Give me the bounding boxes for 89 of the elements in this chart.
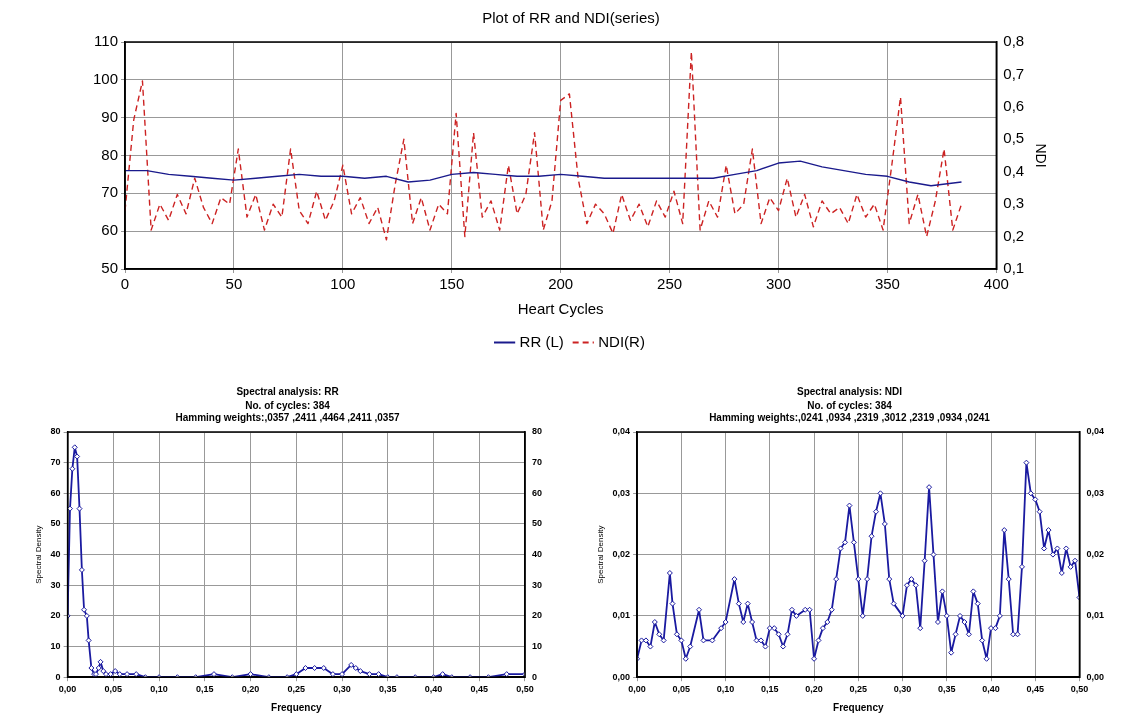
x-tick-label: 0,40 [982,684,1000,695]
x-tick-label: 0,05 [104,684,123,695]
y-tick-label: 0,03 [612,487,631,498]
chart-subtitle: No. of cycles: 384 [245,399,331,411]
x-tick-label: 300 [766,275,792,293]
x-tick-label: 0,30 [893,684,912,695]
x-tick-label: 0,20 [241,684,260,695]
x-tick-label: 0,30 [333,684,351,695]
y2-tick-label: 0,8 [1003,32,1025,50]
x-tick-label: 0,50 [1070,684,1089,695]
y-tick-label: 100 [93,69,119,87]
text: Hamming weights:,0357 ,2411 ,4464 ,2411 ,0357 [175,411,400,423]
text: Hamming weights:,0241 ,0934 ,2319 ,3012 ,2319 ,0934 ,0241 [709,411,991,423]
x-tick-label: 0,25 [287,684,306,695]
x-tick-label: 0,00 [628,684,646,695]
y-tick-label: 0,01 [612,610,631,621]
x-tick-label: 0,10 [150,684,168,695]
x-tick-label: 0,35 [379,684,397,695]
x-tick-label: 0,45 [1026,684,1045,695]
x-tick-label: 0 [120,275,130,293]
y-tick-label: 70 [101,183,119,201]
y2-tick-label: 40 [531,549,542,560]
y2-tick-label: 0,01 [1086,610,1105,621]
y-tick-label: 0,02 [612,549,631,560]
y2-tick-label: 0,5 [1003,129,1025,147]
x-tick-label: 400 [983,275,1009,293]
y2-tick-label: 0,6 [1003,97,1025,114]
x-tick-label: 250 [657,275,683,293]
y-tick-label: 80 [101,145,119,163]
y2-tick-label: 70 [531,457,542,468]
y-tick-label: 0 [55,671,61,682]
x-tick-label: 0,45 [470,684,489,695]
x-tick-label: 0,35 [938,684,956,695]
x-tick-label: 0,50 [516,684,534,695]
x-tick-label: 100 [330,275,356,293]
y2-tick-label: 0,3 [1003,194,1025,212]
y2-tick-label: 30 [531,579,542,590]
y2-tick-label: 0,04 [1086,426,1105,437]
y2-tick-label: 80 [531,426,542,437]
y2-tick-label: 0,7 [1003,64,1025,82]
y2-tick-label: 0,03 [1086,487,1105,498]
y-tick-label: 110 [94,32,119,50]
y-tick-label: 90 [101,107,119,125]
x-tick-label: 0,00 [58,684,77,695]
y2-tick-label: 0 [531,671,537,682]
y-tick-label: 0,00 [612,671,631,682]
y-tick-label: 60 [50,487,61,498]
x-tick-label: 0,15 [196,684,214,695]
y2-tick-label: 0,00 [1086,671,1105,682]
y2-tick-label: 50 [531,518,542,529]
y-tick-label: 50 [101,259,119,277]
x-tick-label: 0,10 [716,684,735,695]
x-axis-title: Frequency [833,701,885,713]
y-axis-title: Spectral Density [34,525,43,584]
y2-tick-label: 0,2 [1003,226,1025,244]
x-axis-title: Frequency [271,701,323,713]
x-tick-label: 0,05 [672,684,691,695]
chart-title: Spectral analysis: NDI [796,385,903,397]
y-tick-label: 40 [50,549,61,560]
y-tick-label: 80 [50,426,61,437]
chart-title: Plot of RR and NDI(series) [482,9,660,27]
x-tick-label: 0,40 [424,684,443,695]
x-tick-label: 350 [874,275,900,293]
y-tick-label: 60 [101,221,119,239]
chart-subtitle: No. of cycles: 384 [807,399,893,411]
y2-tick-label: 10 [531,641,542,652]
y-tick-label: 0,04 [612,426,631,437]
y2-axis-title: NDI [1032,143,1049,168]
y-tick-label: 50 [50,518,61,529]
y-tick-label: 70 [50,457,61,468]
y2-tick-label: 0,4 [1003,161,1025,179]
x-axis-title: Heart Cycles [517,300,604,318]
y2-tick-label: 0,1 [1003,259,1025,277]
y-axis-title: Spectral Density [596,525,605,584]
x-tick-label: 0,15 [761,684,779,695]
y2-tick-label: 60 [531,487,542,498]
x-tick-label: 200 [548,275,574,293]
y-tick-label: 30 [50,579,61,590]
x-tick-label: 50 [225,275,243,293]
chart-title: Spectral analysis: RR [236,385,340,397]
legend-label: NDI(R) [598,332,645,350]
y-tick-label: 20 [50,610,61,621]
x-tick-label: 0,20 [805,684,823,695]
y2-tick-label: 20 [531,610,542,621]
y-tick-label: 10 [50,641,61,652]
legend-label: RR (L) [519,332,564,350]
y2-tick-label: 0,02 [1086,549,1105,560]
x-tick-label: 150 [439,275,465,293]
x-tick-label: 0,25 [849,684,868,695]
